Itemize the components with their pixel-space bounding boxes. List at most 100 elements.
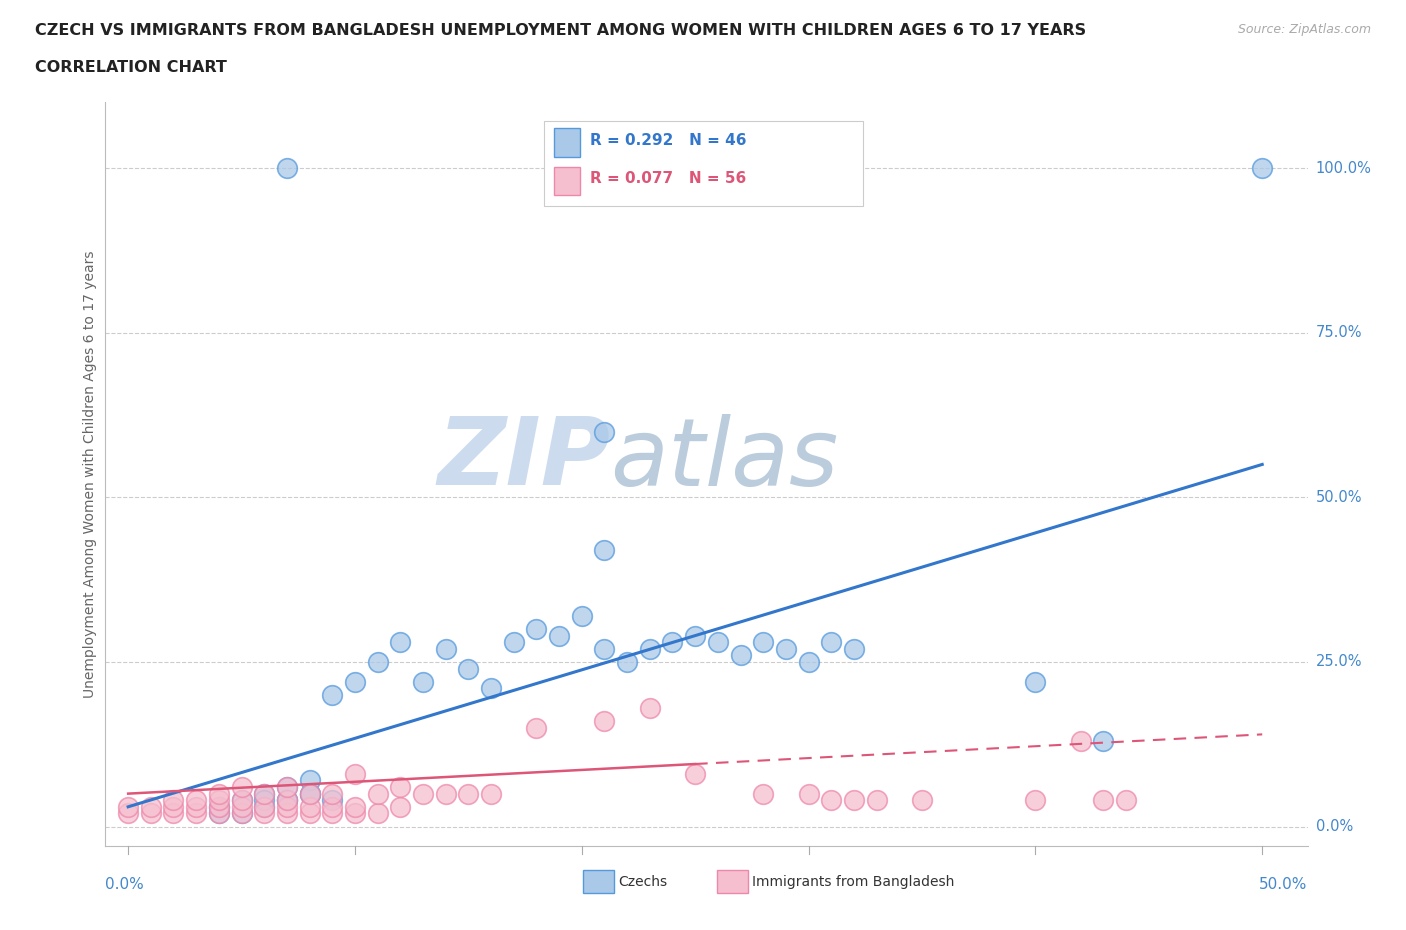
Point — [1070, 734, 1092, 749]
Point — [276, 792, 298, 807]
Point — [208, 792, 231, 807]
Point — [276, 161, 298, 176]
Point — [231, 779, 253, 794]
Point — [298, 786, 321, 801]
Text: 75.0%: 75.0% — [1316, 326, 1362, 340]
Point — [343, 674, 366, 689]
Point — [343, 806, 366, 821]
Point — [707, 635, 730, 650]
Text: 25.0%: 25.0% — [1316, 655, 1362, 670]
Point — [231, 806, 253, 821]
Point — [162, 792, 184, 807]
Point — [231, 800, 253, 815]
Point — [186, 800, 208, 815]
Point — [752, 635, 775, 650]
Text: 0.0%: 0.0% — [105, 877, 145, 892]
Text: atlas: atlas — [610, 414, 838, 505]
Point — [298, 773, 321, 788]
Point — [752, 161, 775, 176]
Point — [321, 792, 343, 807]
Point — [593, 424, 616, 439]
Point — [1092, 792, 1115, 807]
Bar — [554, 167, 581, 195]
Point — [162, 806, 184, 821]
Point — [343, 766, 366, 781]
Point — [276, 792, 298, 807]
Point — [1024, 792, 1046, 807]
Point — [1115, 792, 1137, 807]
Point — [797, 655, 820, 670]
Point — [231, 792, 253, 807]
Point — [321, 806, 343, 821]
Point — [775, 642, 797, 657]
Point — [343, 800, 366, 815]
Point — [571, 608, 593, 623]
Point — [367, 806, 389, 821]
Bar — [554, 128, 581, 156]
Y-axis label: Unemployment Among Women with Children Ages 6 to 17 years: Unemployment Among Women with Children A… — [83, 250, 97, 698]
Point — [797, 786, 820, 801]
Point — [186, 792, 208, 807]
Point — [298, 786, 321, 801]
Point — [752, 786, 775, 801]
Point — [367, 786, 389, 801]
Point — [389, 800, 412, 815]
Point — [139, 806, 162, 821]
Point — [117, 806, 139, 821]
Point — [276, 806, 298, 821]
Text: 50.0%: 50.0% — [1260, 877, 1308, 892]
Point — [162, 800, 184, 815]
Point — [502, 635, 524, 650]
Text: CORRELATION CHART: CORRELATION CHART — [35, 60, 226, 75]
Point — [1251, 161, 1274, 176]
Point — [186, 806, 208, 821]
Point — [479, 681, 502, 696]
Point — [842, 792, 865, 807]
Point — [253, 800, 276, 815]
Point — [479, 786, 502, 801]
FancyBboxPatch shape — [544, 121, 863, 206]
Point — [276, 779, 298, 794]
Point — [208, 800, 231, 815]
Point — [412, 786, 434, 801]
Point — [276, 792, 298, 807]
Point — [638, 642, 661, 657]
Point — [593, 713, 616, 728]
Point — [593, 642, 616, 657]
Point — [253, 792, 276, 807]
Point — [1024, 674, 1046, 689]
Point — [208, 806, 231, 821]
Point — [1092, 734, 1115, 749]
Point — [298, 786, 321, 801]
Point — [367, 655, 389, 670]
Point — [276, 800, 298, 815]
Point — [231, 792, 253, 807]
Point — [253, 800, 276, 815]
Point — [661, 635, 683, 650]
Point — [253, 786, 276, 801]
Point — [117, 800, 139, 815]
Point — [434, 786, 457, 801]
Point — [298, 806, 321, 821]
Text: Immigrants from Bangladesh: Immigrants from Bangladesh — [752, 874, 955, 889]
Text: 100.0%: 100.0% — [1316, 161, 1372, 176]
Point — [208, 800, 231, 815]
Point — [820, 635, 842, 650]
Point — [865, 792, 887, 807]
Point — [321, 786, 343, 801]
Point — [231, 806, 253, 821]
Point — [526, 621, 548, 636]
Point — [208, 786, 231, 801]
Point — [434, 642, 457, 657]
Point — [253, 786, 276, 801]
Point — [911, 792, 934, 807]
Point — [139, 800, 162, 815]
Point — [593, 161, 616, 176]
Text: 0.0%: 0.0% — [1316, 819, 1353, 834]
Point — [638, 700, 661, 715]
Point — [412, 674, 434, 689]
Point — [389, 635, 412, 650]
Point — [842, 642, 865, 657]
Point — [298, 800, 321, 815]
Text: Source: ZipAtlas.com: Source: ZipAtlas.com — [1237, 23, 1371, 36]
